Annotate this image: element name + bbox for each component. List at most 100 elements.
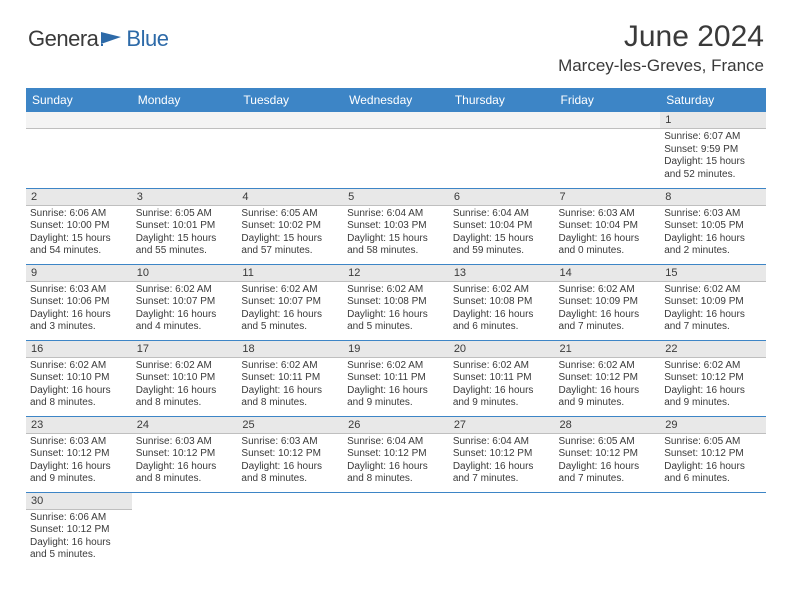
day-number: 27 — [449, 417, 555, 434]
day-body: Sunrise: 6:03 AMSunset: 10:12 PMDaylight… — [237, 434, 343, 488]
calendar-cell: 10Sunrise: 6:02 AMSunset: 10:07 PMDaylig… — [132, 264, 238, 340]
calendar-cell: 2Sunrise: 6:06 AMSunset: 10:00 PMDayligh… — [26, 188, 132, 264]
sunrise-text: Sunrise: 6:03 AM — [136, 436, 234, 449]
sunrise-text: Sunrise: 6:02 AM — [30, 360, 128, 373]
sunset-text: Sunset: 10:12 PM — [559, 448, 657, 461]
day-body: Sunrise: 6:04 AMSunset: 10:04 PMDaylight… — [449, 206, 555, 260]
day-body: Sunrise: 6:02 AMSunset: 10:12 PMDaylight… — [555, 358, 661, 412]
day-number: 4 — [237, 189, 343, 206]
day-number: 21 — [555, 341, 661, 358]
sunrise-text: Sunrise: 6:07 AM — [664, 131, 762, 144]
day-number: 18 — [237, 341, 343, 358]
day-number: 23 — [26, 417, 132, 434]
sunset-text: Sunset: 10:12 PM — [347, 448, 445, 461]
calendar-cell: 9Sunrise: 6:03 AMSunset: 10:06 PMDayligh… — [26, 264, 132, 340]
day-body: Sunrise: 6:04 AMSunset: 10:03 PMDaylight… — [343, 206, 449, 260]
sunrise-text: Sunrise: 6:02 AM — [347, 284, 445, 297]
sunset-text: Sunset: 10:12 PM — [559, 372, 657, 385]
sunrise-text: Sunrise: 6:02 AM — [241, 284, 339, 297]
calendar-cell: 28Sunrise: 6:05 AMSunset: 10:12 PMDaylig… — [555, 416, 661, 492]
calendar-week-row: 16Sunrise: 6:02 AMSunset: 10:10 PMDaylig… — [26, 340, 766, 416]
daylight-text: Daylight: 16 hours and 8 minutes. — [136, 461, 234, 486]
calendar-cell: 14Sunrise: 6:02 AMSunset: 10:09 PMDaylig… — [555, 264, 661, 340]
day-body: Sunrise: 6:02 AMSunset: 10:09 PMDaylight… — [555, 282, 661, 336]
day-number: 20 — [449, 341, 555, 358]
day-number: 11 — [237, 265, 343, 282]
daylight-text: Daylight: 16 hours and 3 minutes. — [30, 309, 128, 334]
sunrise-text: Sunrise: 6:05 AM — [136, 208, 234, 221]
daylight-text: Daylight: 15 hours and 54 minutes. — [30, 233, 128, 258]
calendar-cell — [449, 492, 555, 568]
day-body: Sunrise: 6:05 AMSunset: 10:12 PMDaylight… — [660, 434, 766, 488]
daylight-text: Daylight: 16 hours and 5 minutes. — [241, 309, 339, 334]
sunrise-text: Sunrise: 6:03 AM — [30, 284, 128, 297]
sunset-text: Sunset: 10:12 PM — [30, 524, 128, 537]
sunrise-text: Sunrise: 6:03 AM — [664, 208, 762, 221]
calendar-cell: 25Sunrise: 6:03 AMSunset: 10:12 PMDaylig… — [237, 416, 343, 492]
sunset-text: Sunset: 10:12 PM — [453, 448, 551, 461]
day-number: 5 — [343, 189, 449, 206]
day-body: Sunrise: 6:07 AMSunset: 9:59 PMDaylight:… — [660, 129, 766, 183]
calendar-cell: 27 Sunrise: 6:04 AMSunset: 10:12 PMDaylig… — [449, 416, 555, 492]
sunset-text: Sunset: 10:03 PM — [347, 220, 445, 233]
day-body: Sunrise: 6:03 AMSunset: 10:04 PMDaylight… — [555, 206, 661, 260]
sunset-text: Sunset: 10:12 PM — [664, 448, 762, 461]
day-number: 7 — [555, 189, 661, 206]
sunrise-text: Sunrise: 6:04 AM — [453, 436, 551, 449]
calendar-cell: 29Sunrise: 6:05 AMSunset: 10:12 PMDaylig… — [660, 416, 766, 492]
day-number: 15 — [660, 265, 766, 282]
sunset-text: Sunset: 10:07 PM — [241, 296, 339, 309]
logo-text-blue: Blue — [126, 26, 168, 52]
calendar-cell — [555, 492, 661, 568]
daylight-text: Daylight: 16 hours and 8 minutes. — [241, 461, 339, 486]
sunrise-text: Sunrise: 6:06 AM — [30, 208, 128, 221]
title-block: June 2024 Marcey-les-Greves, France — [558, 20, 764, 76]
daylight-text: Daylight: 16 hours and 7 minutes. — [664, 309, 762, 334]
day-number: 19 — [343, 341, 449, 358]
day-number: 25 — [237, 417, 343, 434]
sunset-text: Sunset: 10:07 PM — [136, 296, 234, 309]
sunset-text: Sunset: 10:08 PM — [453, 296, 551, 309]
sunrise-text: Sunrise: 6:06 AM — [30, 512, 128, 525]
logo-text-main: Genera — [28, 26, 98, 52]
day-body: Sunrise: 6:02 AMSunset: 10:10 PMDaylight… — [132, 358, 238, 412]
calendar-cell: 12Sunrise: 6:02 AMSunset: 10:08 PMDaylig… — [343, 264, 449, 340]
logo: Genera Blue — [28, 26, 168, 52]
sunset-text: Sunset: 10:04 PM — [559, 220, 657, 233]
day-number: 9 — [26, 265, 132, 282]
sunset-text: Sunset: 10:12 PM — [241, 448, 339, 461]
weekday-header: Sunday — [26, 88, 132, 112]
day-body: Sunrise: 6:06 AMSunset: 10:00 PMDaylight… — [26, 206, 132, 260]
sunrise-text: Sunrise: 6:02 AM — [347, 360, 445, 373]
calendar-cell: 23Sunrise: 6:03 AMSunset: 10:12 PMDaylig… — [26, 416, 132, 492]
calendar-cell — [343, 112, 449, 188]
sunset-text: Sunset: 10:09 PM — [664, 296, 762, 309]
daylight-text: Daylight: 15 hours and 58 minutes. — [347, 233, 445, 258]
calendar-cell: 3Sunrise: 6:05 AMSunset: 10:01 PMDayligh… — [132, 188, 238, 264]
day-body: Sunrise: 6:03 AMSunset: 10:12 PMDaylight… — [132, 434, 238, 488]
calendar-cell: 30Sunrise: 6:06 AMSunset: 10:12 PMDaylig… — [26, 492, 132, 568]
calendar-week-row: 9Sunrise: 6:03 AMSunset: 10:06 PMDayligh… — [26, 264, 766, 340]
calendar-cell: 5Sunrise: 6:04 AMSunset: 10:03 PMDayligh… — [343, 188, 449, 264]
calendar-table: Sunday Monday Tuesday Wednesday Thursday… — [26, 88, 766, 568]
sunrise-text: Sunrise: 6:02 AM — [136, 284, 234, 297]
sunset-text: Sunset: 10:11 PM — [241, 372, 339, 385]
day-number: 12 — [343, 265, 449, 282]
sunset-text: Sunset: 10:11 PM — [453, 372, 551, 385]
calendar-cell: 15Sunrise: 6:02 AMSunset: 10:09 PMDaylig… — [660, 264, 766, 340]
daylight-text: Daylight: 16 hours and 8 minutes. — [30, 385, 128, 410]
daylight-text: Daylight: 16 hours and 9 minutes. — [453, 385, 551, 410]
calendar-cell: 6Sunrise: 6:04 AMSunset: 10:04 PMDayligh… — [449, 188, 555, 264]
calendar-cell — [555, 112, 661, 188]
weekday-header: Wednesday — [343, 88, 449, 112]
sunset-text: Sunset: 10:11 PM — [347, 372, 445, 385]
day-number: 2 — [26, 189, 132, 206]
daylight-text: Daylight: 16 hours and 7 minutes. — [453, 461, 551, 486]
sunrise-text: Sunrise: 6:05 AM — [664, 436, 762, 449]
daylight-text: Daylight: 16 hours and 5 minutes. — [347, 309, 445, 334]
calendar-cell: 21Sunrise: 6:02 AMSunset: 10:12 PMDaylig… — [555, 340, 661, 416]
sunrise-text: Sunrise: 6:02 AM — [559, 360, 657, 373]
location: Marcey-les-Greves, France — [558, 56, 764, 76]
calendar-cell — [132, 492, 238, 568]
weekday-header: Tuesday — [237, 88, 343, 112]
